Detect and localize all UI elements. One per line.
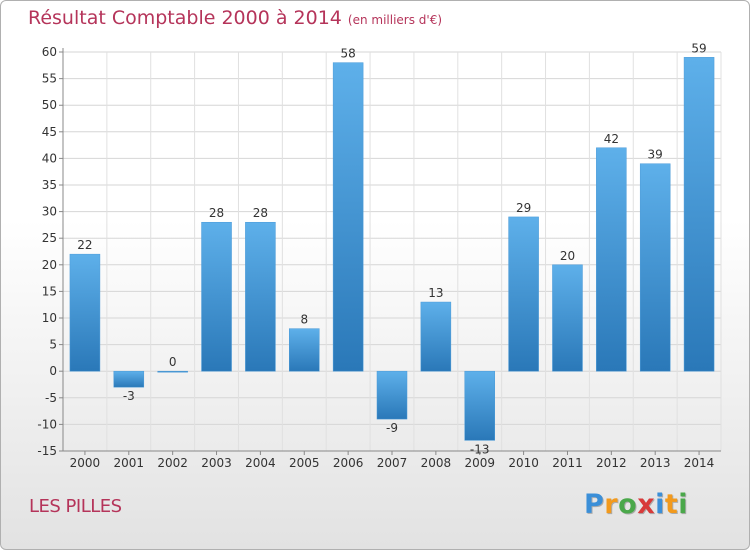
y-tick-label: 45 xyxy=(42,125,57,139)
y-tick-label: -15 xyxy=(37,444,57,458)
logo-letter: x xyxy=(637,489,656,520)
data-label: -9 xyxy=(386,421,398,435)
data-label: 42 xyxy=(604,132,619,146)
bar xyxy=(113,370,145,388)
data-label: -13 xyxy=(470,442,490,456)
bar xyxy=(464,370,495,441)
y-tick-label: 30 xyxy=(42,205,57,219)
data-label: 22 xyxy=(77,238,92,252)
y-tick-label: 0 xyxy=(49,364,57,378)
x-tick-label: 2013 xyxy=(640,456,671,470)
proxiti-logo[interactable]: Proxiti xyxy=(584,489,688,520)
y-tick-label: 20 xyxy=(42,258,57,272)
data-label: 8 xyxy=(300,313,308,327)
bar xyxy=(508,216,539,372)
y-tick-label: 35 xyxy=(42,178,57,192)
logo-letter: r xyxy=(604,489,619,520)
x-tick-label: 2008 xyxy=(421,456,452,470)
bar xyxy=(639,163,671,372)
bar xyxy=(332,62,364,372)
data-label: 13 xyxy=(428,286,443,300)
bar xyxy=(201,221,232,372)
logo-letter: t xyxy=(664,489,679,520)
bar xyxy=(69,253,101,372)
data-label: 59 xyxy=(691,41,706,55)
data-label: 0 xyxy=(169,355,177,369)
bar xyxy=(376,370,408,420)
y-tick-label: 25 xyxy=(42,231,57,245)
data-label: 29 xyxy=(516,201,531,215)
logo-letter: i xyxy=(655,489,665,520)
x-tick-label: 2010 xyxy=(508,456,539,470)
data-label: 28 xyxy=(209,206,224,220)
x-tick-label: 2002 xyxy=(157,456,188,470)
x-tick-label: 2006 xyxy=(333,456,364,470)
x-tick-label: 2009 xyxy=(464,456,495,470)
y-tick-label: 50 xyxy=(42,98,57,112)
bar xyxy=(683,57,715,372)
bars xyxy=(69,57,715,441)
y-tick-label: 60 xyxy=(42,45,57,59)
y-tick-label: 10 xyxy=(42,311,57,325)
x-tick-label: 2005 xyxy=(289,456,320,470)
data-label: 20 xyxy=(560,249,575,263)
chart-title-text: Résultat Comptable 2000 à 2014 xyxy=(28,7,342,29)
y-tick-label: -10 xyxy=(37,417,57,431)
x-tick-label: 2011 xyxy=(552,456,583,470)
x-tick-label: 2004 xyxy=(245,456,276,470)
chart-subtitle: (en milliers d'€) xyxy=(347,13,443,27)
data-labels: 22 -3 0 28 28 8 58 -9 13 -13 29 20 42 39 59 xyxy=(77,41,706,456)
y-tick-label: 55 xyxy=(42,72,57,86)
y-tick-label: -5 xyxy=(45,391,57,405)
chart-title: Résultat Comptable 2000 à 2014 (en millie… xyxy=(28,7,442,29)
data-label: 58 xyxy=(340,47,355,61)
bar xyxy=(245,221,276,372)
x-tick-label: 2012 xyxy=(596,456,627,470)
data-label: -3 xyxy=(123,389,135,403)
bar xyxy=(552,264,583,372)
data-label: 28 xyxy=(253,206,268,220)
y-tick-label: 15 xyxy=(42,284,57,298)
logo-letter: P xyxy=(584,489,605,520)
bar xyxy=(596,147,627,372)
x-tick-label: 2014 xyxy=(684,456,715,470)
data-label: 39 xyxy=(648,148,663,162)
x-tick-label: 2001 xyxy=(114,456,145,470)
bar xyxy=(420,301,452,372)
logo-letter: i xyxy=(678,489,689,520)
x-tick-label: 2003 xyxy=(201,456,232,470)
x-tick-label: 2000 xyxy=(70,456,101,470)
y-tick-label: 40 xyxy=(42,151,57,165)
logo-letter: o xyxy=(618,489,638,520)
x-tick-label: 2007 xyxy=(377,456,408,470)
bar xyxy=(289,328,320,372)
y-tick-label: 5 xyxy=(49,338,57,352)
place-name: LES PILLES xyxy=(29,496,122,517)
bar xyxy=(157,370,188,373)
